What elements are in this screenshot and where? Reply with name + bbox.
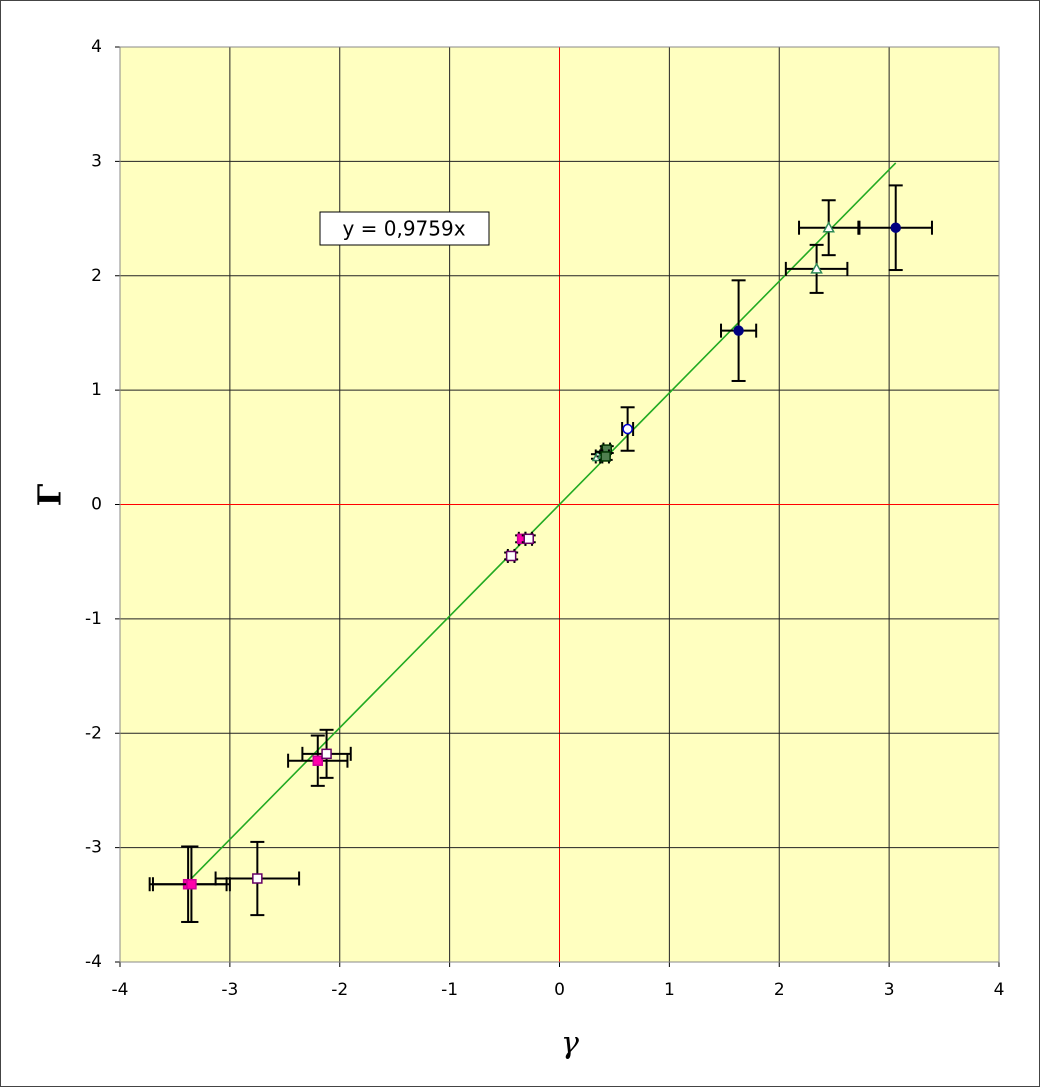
- x-tick-label: -3: [221, 980, 238, 1000]
- x-tick-label: -4: [112, 980, 129, 1000]
- y-axis-title: Γ: [31, 483, 69, 506]
- x-tick-label: 0: [554, 980, 565, 1000]
- y-tick-label: 2: [91, 266, 102, 286]
- y-tick-label: -1: [85, 609, 102, 629]
- y-tick-label: -3: [85, 838, 102, 858]
- x-tick-label: 2: [774, 980, 785, 1000]
- trendline: [190, 162, 897, 879]
- y-tick-label: -4: [85, 952, 102, 972]
- x-axis-title: γ: [561, 1026, 579, 1061]
- annotation-box: [319, 211, 490, 246]
- x-tick-label: -2: [331, 980, 348, 1000]
- point: [523, 533, 534, 545]
- y-tick-label: -2: [85, 723, 102, 743]
- x-tick-label: -1: [441, 980, 458, 1000]
- point: [822, 221, 835, 233]
- point: [890, 222, 901, 233]
- point: [600, 451, 611, 462]
- point: [810, 262, 823, 274]
- point: [622, 423, 633, 435]
- point: [312, 755, 324, 766]
- x-tick-label: 1: [664, 980, 675, 1000]
- point: [321, 748, 332, 760]
- point: [252, 873, 263, 884]
- y-tick-label: 0: [91, 495, 102, 515]
- x-tick-label: 3: [884, 980, 895, 1000]
- y-tick-label: 3: [91, 151, 102, 171]
- y-tick-label: 4: [91, 37, 102, 57]
- x-tick-label: 4: [994, 980, 1005, 1000]
- trendline-label: y = 0,9759x: [342, 217, 465, 241]
- plot-border: [119, 46, 1000, 963]
- point: [505, 550, 517, 562]
- point: [186, 878, 197, 890]
- y-tick-label: 1: [91, 380, 102, 400]
- point: [733, 325, 744, 336]
